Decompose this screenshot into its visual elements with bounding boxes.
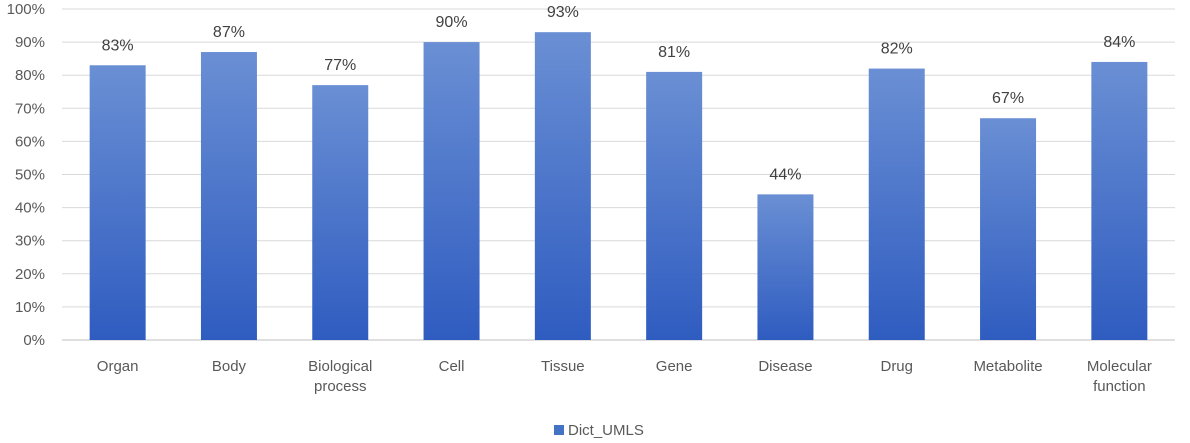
y-tick-label: 0%: [23, 332, 45, 349]
y-tick-label: 90%: [15, 34, 45, 51]
x-category-label: Organ: [97, 358, 139, 375]
y-tick-label: 30%: [15, 233, 45, 250]
bars: [89, 32, 1148, 341]
bar: [534, 32, 591, 341]
data-label: 81%: [658, 44, 690, 61]
y-axis-ticks: 0% 10% 20% 30% 40% 50% 60% 70% 80% 90% 100%: [7, 1, 45, 349]
y-tick-label: 20%: [15, 266, 45, 283]
y-tick-label: 10%: [15, 299, 45, 316]
y-tick-label: 60%: [15, 133, 45, 150]
bar: [646, 71, 703, 340]
y-tick-label: 40%: [15, 200, 45, 217]
bar: [1091, 61, 1148, 341]
bar: [312, 85, 369, 340]
x-category-label: Disease: [758, 358, 812, 375]
bar: [757, 194, 814, 340]
data-labels: 83% 87% 77% 90% 93% 81% 44% 82% 67% 84%: [102, 4, 1136, 183]
x-category-label: Molecular function: [1087, 358, 1152, 395]
x-category-label: Biological process: [308, 358, 372, 395]
y-tick-label: 50%: [15, 167, 45, 184]
data-label: 82%: [881, 41, 913, 58]
data-label: 90%: [436, 14, 468, 31]
bar: [868, 68, 925, 340]
bar: [200, 52, 257, 340]
y-tick-label: 80%: [15, 67, 45, 84]
y-tick-label: 70%: [15, 100, 45, 117]
legend: Dict_UMLS: [554, 422, 644, 439]
legend-label: Dict_UMLS: [568, 422, 644, 439]
data-label: 83%: [102, 37, 134, 54]
legend-swatch: [554, 425, 564, 435]
data-label: 44%: [769, 166, 801, 183]
x-category-label: Metabolite: [973, 358, 1042, 375]
x-axis-categories: Organ Body Biological process Cell Tissue Gene…: [97, 358, 1152, 395]
x-category-label: Drug: [880, 358, 913, 375]
data-label: 87%: [213, 24, 245, 41]
x-category-label: Cell: [439, 358, 465, 375]
x-category-label: Gene: [656, 358, 693, 375]
data-label: 84%: [1103, 34, 1135, 51]
x-category-label: Tissue: [541, 358, 585, 375]
data-label: 67%: [992, 90, 1024, 107]
bar: [980, 118, 1037, 340]
data-label: 93%: [547, 4, 579, 21]
bar: [89, 65, 146, 341]
bar: [423, 42, 480, 340]
x-category-label: Body: [212, 358, 247, 375]
y-tick-label: 100%: [7, 1, 45, 18]
data-label: 77%: [324, 57, 356, 74]
